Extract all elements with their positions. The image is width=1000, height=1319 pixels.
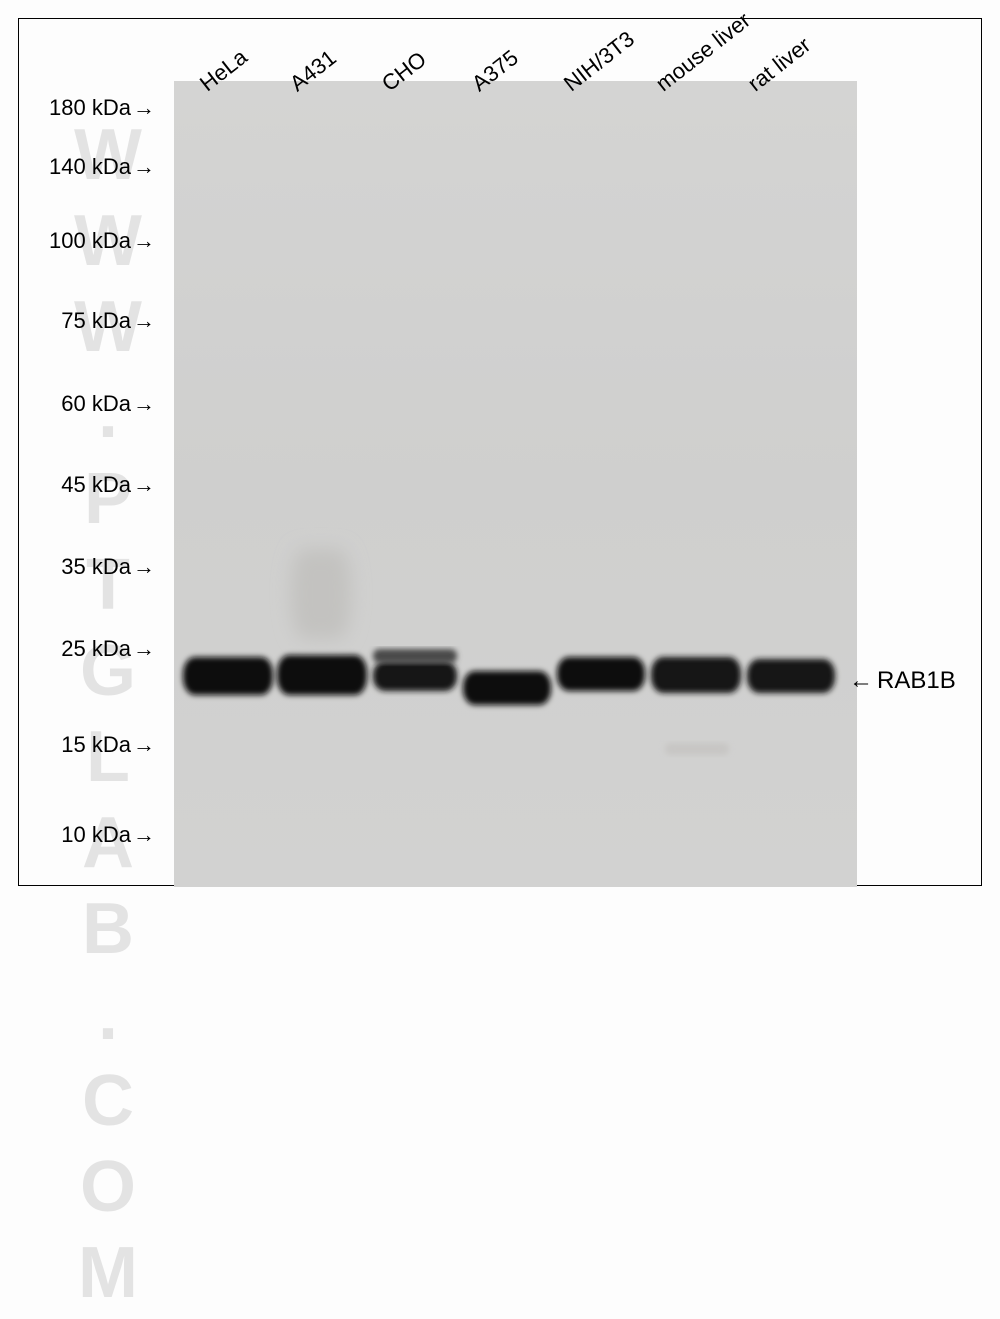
mw-marker-value: 75 kDa [61,308,131,333]
western-blot-band [665,743,729,755]
mw-marker-value: 140 kDa [49,154,131,179]
target-name: RAB1B [877,667,956,694]
mw-marker-label: 10 kDa→ [25,822,155,848]
mw-marker-value: 180 kDa [49,95,131,120]
western-blot-band [463,671,551,705]
blot-image [19,19,983,887]
arrow-right-icon: → [133,472,155,498]
mw-marker-label: 25 kDa→ [25,636,155,662]
arrow-right-icon: → [133,154,155,180]
mw-marker-value: 60 kDa [61,391,131,416]
western-blot-band [277,655,367,695]
arrow-left-icon: ← [849,667,873,695]
arrow-right-icon: → [133,228,155,254]
mw-marker-label: 45 kDa→ [25,472,155,498]
mw-marker-value: 45 kDa [61,472,131,497]
western-blot-band [557,657,645,691]
western-blot-band [747,659,835,693]
mw-marker-label: 75 kDa→ [25,308,155,334]
mw-marker-label: 140 kDa→ [25,154,155,180]
arrow-right-icon: → [133,95,155,121]
western-blot-band [651,657,741,693]
arrow-right-icon: → [133,308,155,334]
mw-marker-label: 180 kDa→ [25,95,155,121]
western-blot-band [373,649,457,663]
mw-marker-value: 100 kDa [49,228,131,253]
mw-marker-label: 35 kDa→ [25,554,155,580]
mw-marker-label: 60 kDa→ [25,391,155,417]
arrow-right-icon: → [133,391,155,417]
arrow-right-icon: → [133,554,155,580]
mw-marker-label: 15 kDa→ [25,732,155,758]
mw-marker-label: 100 kDa→ [25,228,155,254]
mw-marker-value: 10 kDa [61,822,131,847]
arrow-right-icon: → [133,822,155,848]
western-blot-band [373,661,457,691]
mw-marker-value: 15 kDa [61,732,131,757]
arrow-right-icon: → [133,732,155,758]
western-blot-band [291,549,351,639]
mw-marker-value: 35 kDa [61,554,131,579]
target-band-label: ←RAB1B [849,667,956,695]
western-blot-band [183,657,273,695]
figure-frame: WWW.PTGLAB.COM 180 kDa→140 kDa→100 kDa→7… [18,18,982,886]
arrow-right-icon: → [133,636,155,662]
mw-marker-value: 25 kDa [61,636,131,661]
